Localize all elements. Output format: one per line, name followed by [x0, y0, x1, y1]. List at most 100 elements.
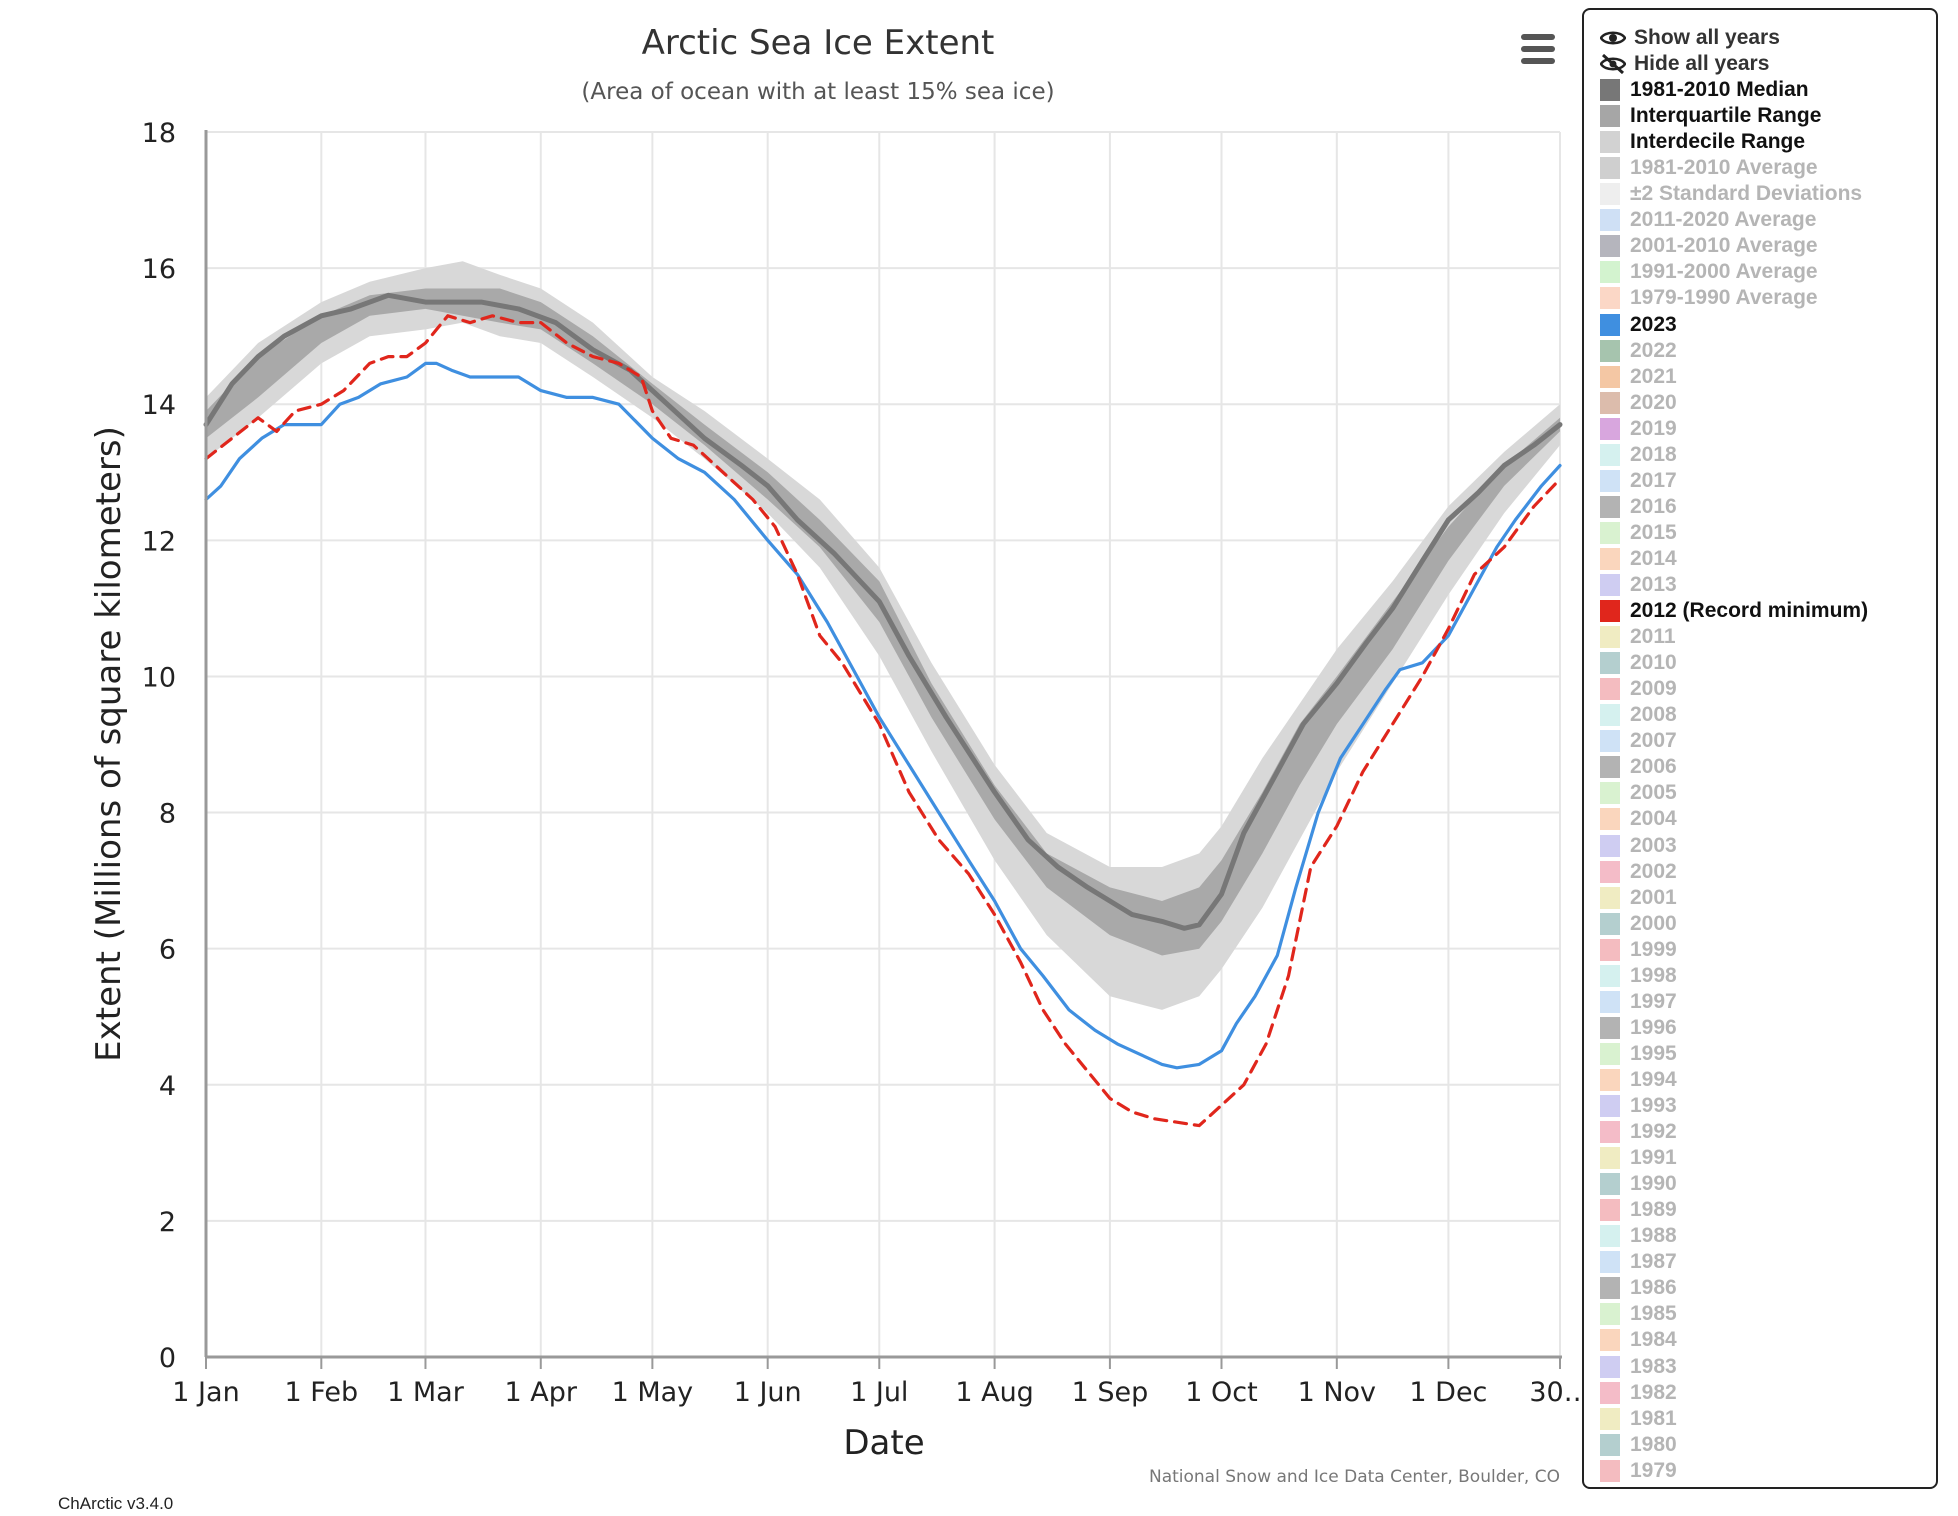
legend-swatch [1600, 730, 1620, 753]
legend-item[interactable]: 1981 [1600, 1407, 1677, 1431]
legend-item[interactable]: 2003 [1600, 834, 1677, 858]
series-lines [203, 292, 1563, 1128]
show-all-years-button[interactable]: Show all years [1600, 26, 1780, 50]
legend-item[interactable]: 2004 [1600, 807, 1677, 831]
y-tick-label: 18 [142, 118, 176, 149]
legend-item[interactable]: 1984 [1600, 1328, 1677, 1352]
legend-item[interactable]: 1987 [1600, 1250, 1677, 1274]
legend-item[interactable]: 1999 [1600, 938, 1677, 962]
legend-item[interactable]: 1981-2010 Median [1600, 78, 1809, 102]
legend-swatch [1600, 1251, 1620, 1274]
legend-item[interactable]: 1986 [1600, 1276, 1677, 1300]
legend-item[interactable]: 1980 [1600, 1433, 1677, 1457]
legend-item-label: 2021 [1630, 364, 1677, 388]
legend-item[interactable]: 1990 [1600, 1172, 1677, 1196]
legend-item[interactable]: 1991 [1600, 1146, 1677, 1170]
legend-swatch [1600, 547, 1620, 570]
legend-swatch [1600, 365, 1620, 388]
legend-item[interactable]: 2013 [1600, 573, 1677, 597]
legend-item[interactable]: ±2 Standard Deviations [1600, 182, 1862, 206]
legend-item[interactable]: Interquartile Range [1600, 104, 1821, 128]
legend-item[interactable]: 2002 [1600, 860, 1677, 884]
legend-item[interactable]: 1991-2000 Average [1600, 260, 1818, 284]
legend-item[interactable]: 2019 [1600, 417, 1677, 441]
legend-swatch [1600, 443, 1620, 466]
series-2012-line [204, 314, 1562, 1128]
legend-swatch [1600, 1459, 1620, 1482]
x-tick-label: 1 Aug [955, 1377, 1033, 1408]
x-tick-label: 1 Sep [1072, 1377, 1149, 1408]
legend-item[interactable]: Interdecile Range [1600, 130, 1805, 154]
y-tick-label: 10 [142, 662, 176, 693]
legend-item[interactable]: 2000 [1600, 912, 1677, 936]
median-line [203, 292, 1563, 931]
legend-item[interactable]: 1996 [1600, 1016, 1677, 1040]
legend-item[interactable]: 2009 [1600, 677, 1677, 701]
legend-swatch [1600, 157, 1620, 180]
x-tick-label: 1 Mar [387, 1377, 465, 1408]
legend-item[interactable]: 2012 (Record minimum) [1600, 599, 1868, 623]
legend-swatch [1600, 626, 1620, 649]
legend-item[interactable]: 1981-2010 Average [1600, 156, 1818, 180]
legend-swatch [1600, 938, 1620, 961]
legend-swatch [1600, 209, 1620, 232]
legend-item-label: 2005 [1630, 781, 1677, 805]
legend-item[interactable]: 2014 [1600, 547, 1677, 571]
legend-swatch [1600, 886, 1620, 909]
legend-item[interactable]: 1983 [1600, 1355, 1677, 1379]
legend-swatch [1600, 964, 1620, 987]
legend-swatch [1600, 756, 1620, 779]
legend-item[interactable]: 2007 [1600, 729, 1677, 753]
series-2023-line [204, 361, 1562, 1070]
x-tick-label: 30… [1529, 1377, 1590, 1408]
legend-item[interactable]: 1988 [1600, 1224, 1677, 1248]
hide-all-years-button[interactable]: Hide all years [1600, 52, 1769, 76]
legend-item[interactable]: 1982 [1600, 1381, 1677, 1405]
legend-item[interactable]: 1979-1990 Average [1600, 286, 1818, 310]
legend-item[interactable]: 2008 [1600, 703, 1677, 727]
legend-swatch [1600, 1042, 1620, 1065]
legend-swatch [1600, 1433, 1620, 1456]
legend-item[interactable]: 2011 [1600, 625, 1676, 649]
legend-swatch [1600, 495, 1620, 518]
y-tick-label: 12 [142, 526, 176, 557]
legend-item[interactable]: 2001-2010 Average [1600, 234, 1818, 258]
y-tick-label: 8 [159, 799, 176, 830]
y-tick-labels: 0 2 4 6 8 10 12 14 16 18 [142, 118, 176, 1374]
legend-item[interactable]: 2011-2020 Average [1600, 208, 1816, 232]
legend-swatch [1600, 990, 1620, 1013]
x-tick-label: 1 May [612, 1377, 694, 1408]
legend-item[interactable]: 2023 [1600, 313, 1677, 337]
legend-item-label: 2018 [1630, 442, 1677, 466]
legend-item[interactable]: 2005 [1600, 781, 1677, 805]
legend-item-label: 1993 [1630, 1094, 1677, 1117]
legend-item-label: 1997 [1630, 989, 1677, 1013]
legend-item[interactable]: 2001 [1600, 886, 1677, 910]
legend-item[interactable]: 1989 [1600, 1198, 1677, 1222]
legend-item-label: 1980 [1630, 1432, 1677, 1456]
legend-swatch [1600, 782, 1620, 805]
legend-item[interactable]: 2021 [1600, 365, 1677, 389]
legend-item[interactable]: 1995 [1600, 1042, 1677, 1066]
legend-item[interactable]: 2015 [1600, 521, 1677, 545]
legend-item-label: Interquartile Range [1630, 104, 1822, 127]
legend-item[interactable]: 2020 [1600, 391, 1677, 415]
legend-item[interactable]: 2016 [1600, 495, 1677, 519]
hamburger-menu-icon[interactable] [1518, 32, 1558, 68]
legend-item-label: 1999 [1630, 937, 1677, 961]
legend-swatch [1600, 391, 1620, 414]
legend-item[interactable]: 2017 [1600, 469, 1677, 493]
legend-item[interactable]: 2010 [1600, 651, 1677, 675]
x-tick-label: 1 Dec [1409, 1377, 1487, 1408]
legend-item[interactable]: 1998 [1600, 964, 1677, 988]
legend-item[interactable]: 1979 [1600, 1459, 1677, 1483]
legend-item[interactable]: 2006 [1600, 755, 1677, 779]
legend-item[interactable]: 1993 [1600, 1094, 1677, 1118]
legend-item[interactable]: 1997 [1600, 990, 1677, 1014]
legend-item[interactable]: 2022 [1600, 339, 1677, 363]
legend-item[interactable]: 1994 [1600, 1068, 1677, 1092]
legend-item[interactable]: 1992 [1600, 1120, 1677, 1144]
legend-item[interactable]: 2018 [1600, 443, 1677, 467]
legend-item[interactable]: 1985 [1600, 1302, 1677, 1326]
show-all-years-label: Show all years [1634, 26, 1780, 49]
